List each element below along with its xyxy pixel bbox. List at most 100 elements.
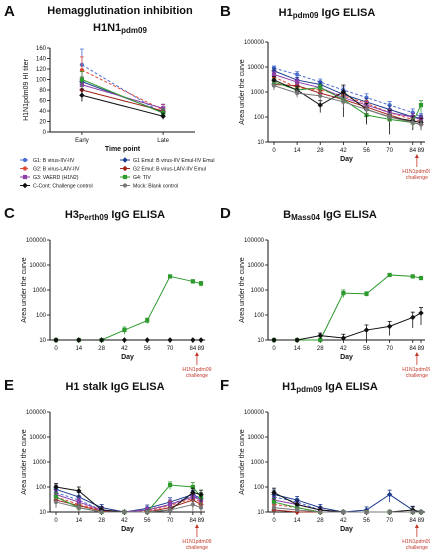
panel-f-x-axis-label: Day	[340, 526, 353, 533]
panel-e-series	[53, 481, 204, 515]
panel-d-data-point	[318, 337, 323, 343]
panel-e-h1-stalk-igg-chart: 10 100 1000 10000 100000 0 14 28 42 56 70 84 89 Area …	[21, 410, 212, 550]
panel-c-data-point	[167, 274, 173, 279]
panel-b-data-point	[410, 120, 415, 125]
panel-d-title-main: B	[283, 209, 291, 221]
panel-e-y-tick-label: 100	[36, 485, 47, 491]
panel-b-title-sub: pdm09	[293, 11, 319, 20]
panel-f-data-point	[271, 505, 277, 510]
panel-b-data-point	[295, 79, 300, 85]
panel-c-x-tick-label: 0	[54, 346, 58, 352]
panel-a-data-point	[79, 77, 84, 82]
panel-d-y-axis-label: Area under the curve	[239, 257, 246, 322]
panel-c-series	[53, 274, 204, 343]
panel-d-series-line	[274, 312, 422, 341]
panel-c-data-point	[190, 337, 196, 343]
panel-letter-f: F	[220, 377, 229, 394]
panel-b-data-point	[271, 83, 277, 88]
panel-d-x-tick-label: 42	[340, 346, 347, 352]
panel-f-challenge-text-1: H1N1pdm09	[402, 539, 430, 545]
panel-e-x-tick-label: 84	[190, 518, 197, 524]
panel-a-x-tick-label: Late	[157, 138, 169, 144]
legend-label: C-Cont: Challenge control	[33, 183, 93, 189]
legend-item: G1: B virus-IIV-IIV	[20, 158, 75, 164]
panel-d-y-tick-label: 100000	[244, 238, 265, 244]
panel-f-x-tick-label: 28	[317, 518, 324, 524]
panel-f-title-rest: IgA ELISA	[322, 381, 378, 393]
panel-f-data-point	[271, 489, 277, 496]
panel-f-title-main: H1	[282, 381, 296, 393]
panel-f-data-point	[387, 509, 392, 515]
panel-b-x-axis-label: Day	[340, 156, 353, 163]
panel-b-data-point	[318, 93, 323, 98]
legend-item: G2: B virus-LAIV-IIV	[20, 166, 80, 172]
panel-a-data-point	[79, 92, 85, 98]
panel-b-data-point	[418, 102, 424, 108]
panel-d-data-point	[387, 272, 392, 278]
panel-c-title-main: H3	[65, 209, 79, 221]
panel-b-x-tick-label: 42	[340, 148, 347, 154]
panel-b-series	[271, 82, 424, 131]
panel-a-y-tick-label: 100	[36, 78, 47, 84]
panel-e-data-point	[145, 509, 150, 515]
panel-f-data-point	[364, 509, 369, 515]
panel-b-challenge-text-1: H1N1pdm09	[402, 169, 430, 175]
panel-e-data-point	[76, 488, 82, 494]
panel-b-y-tick-label: 100	[254, 115, 265, 121]
panel-c-x-tick-label: 14	[75, 346, 82, 352]
panel-a-y-tick-label: 40	[39, 109, 46, 115]
panel-b-series-line	[273, 76, 422, 122]
panel-e-y-axis-label: Area under the curve	[21, 429, 28, 494]
panel-f-x-tick-label: 14	[294, 518, 301, 524]
panel-c-data-point	[144, 337, 150, 343]
panel-a-subtitle-main: H1N1	[93, 22, 121, 34]
panel-e-data-point	[76, 505, 81, 510]
panel-e-x-tick-label: 56	[144, 518, 151, 524]
panel-d-title-sub: Mass04	[291, 213, 320, 222]
panel-e-x-tick-label: 0	[54, 518, 58, 524]
panel-b-x-tick-label: 28	[317, 148, 324, 154]
panel-e-x-tick-label: 28	[98, 518, 105, 524]
legend-swatch-marker	[122, 183, 128, 188]
panel-d-x-tick-label: 56	[363, 346, 370, 352]
panel-b-data-point	[295, 91, 300, 96]
panel-e-y-tick-label: 1000	[33, 460, 47, 466]
panel-f-x-tick-label: 56	[363, 518, 370, 524]
legend-item: G2 Emul: B virus-LAIV-IIV Emul	[120, 165, 206, 172]
panel-f-y-axis-label: Area under the curve	[239, 429, 246, 494]
legend-swatch-marker	[122, 174, 128, 180]
panel-c-data-point	[167, 337, 173, 343]
panel-d-series	[271, 272, 424, 343]
panel-f-x-tick-label: 70	[386, 518, 393, 524]
panel-c-data-point	[190, 279, 195, 284]
panel-a-x-tick-label: Early	[75, 138, 89, 144]
panel-c-x-tick-label: 42	[121, 346, 128, 352]
panel-b-data-point	[418, 122, 424, 127]
panel-f-y-tick-label: 1000	[251, 460, 265, 466]
legend-label: G1: B virus-IIV-IIV	[33, 158, 75, 164]
panel-d-data-point	[386, 323, 393, 330]
panel-e-series-line	[55, 501, 202, 513]
panel-b-data-point	[387, 114, 392, 120]
panel-c-data-point	[121, 337, 128, 343]
panel-a-series	[79, 70, 166, 117]
panel-e-x-tick-label: 89	[198, 518, 205, 524]
panel-c-data-point	[122, 327, 127, 333]
panel-d-series	[271, 307, 424, 343]
panel-e-series-line	[55, 494, 202, 513]
panel-c-title-rest: IgG ELISA	[108, 209, 165, 221]
panel-f-data-point	[410, 509, 415, 515]
panel-f-title-sub: pdm09	[296, 385, 322, 394]
panel-f-challenge-text-2: challenge	[406, 545, 428, 550]
panel-f-series-line	[273, 493, 422, 513]
panel-b-data-point	[271, 72, 277, 77]
panel-e-data-point	[167, 507, 173, 513]
panel-b-y-tick-label: 10000	[247, 65, 264, 71]
panel-c-data-point	[53, 337, 59, 343]
panel-a-y-tick-label: 120	[36, 67, 47, 73]
panel-f-x-tick-label: 0	[272, 518, 276, 524]
legend-swatch-marker	[122, 157, 128, 163]
legend-swatch-marker	[22, 157, 28, 163]
panel-f-data-point	[271, 499, 277, 505]
